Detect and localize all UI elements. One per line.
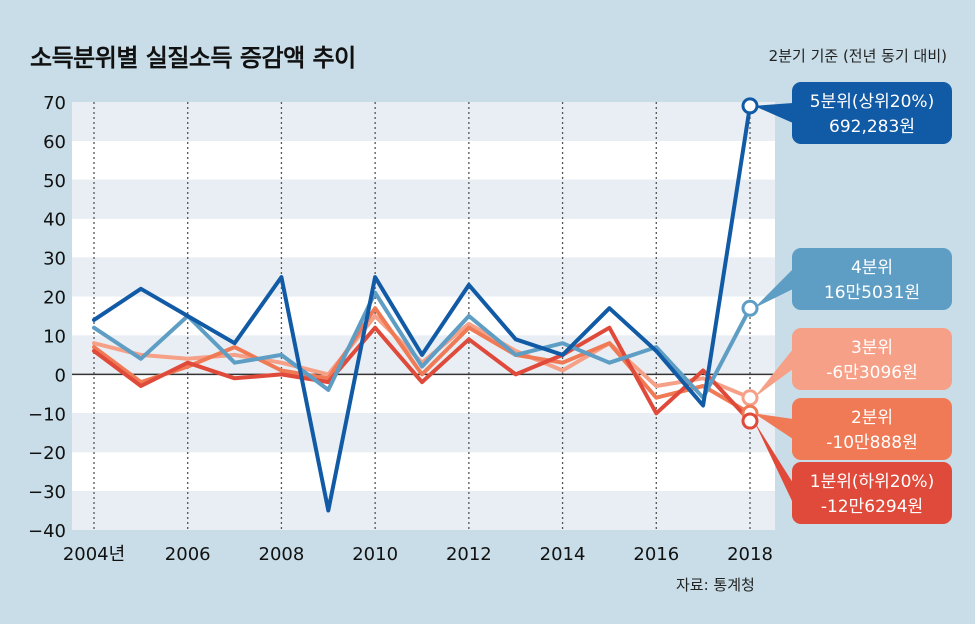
callout-pointer-q4 <box>754 269 793 309</box>
callout-label-q4: 4분위 <box>851 258 893 278</box>
y-tick-label: 60 <box>43 132 66 153</box>
callout-label-q5: 5분위(상위20%) <box>810 92 934 112</box>
series-line-q2 <box>92 306 752 416</box>
x-tick-label: 2014 <box>540 544 586 565</box>
y-tick-label: −10 <box>28 404 66 425</box>
callout-box-q4 <box>792 248 952 310</box>
grid-band <box>72 102 775 141</box>
grid-band <box>72 218 775 258</box>
chart-subtitle: 2분기 기준 (전년 동기 대비) <box>768 47 947 65</box>
x-tick-label: 2008 <box>259 544 305 565</box>
grid-band <box>72 413 775 453</box>
callout-pointer-q5 <box>754 103 793 123</box>
x-tick-label: 2010 <box>352 544 398 565</box>
callout-label-q3: -6만3096원 <box>826 363 918 383</box>
x-tick-label: 2004년 <box>63 544 125 565</box>
callout-pointer-q1 <box>754 421 793 503</box>
grid-band <box>72 140 775 180</box>
callout-box-q5 <box>792 82 952 144</box>
y-tick-label: 40 <box>43 210 66 231</box>
callout-label-q1: -12만6294원 <box>821 497 923 517</box>
chart-title: 소득분위별 실질소득 증감액 추이 <box>30 44 356 72</box>
callout-label-q4: 16만5031원 <box>824 283 920 303</box>
y-tick-label: 20 <box>43 288 66 309</box>
y-tick-label: −40 <box>28 521 66 542</box>
x-tick-label: 2006 <box>165 544 211 565</box>
grid-band <box>72 179 775 219</box>
y-tick-label: −30 <box>28 482 66 503</box>
end-marker-q3 <box>741 389 759 407</box>
callout-label-q5: 692,283원 <box>829 117 915 137</box>
grid-band <box>72 257 775 297</box>
y-tick-label: 70 <box>43 93 66 114</box>
series-line-q4 <box>92 290 752 400</box>
grid-band <box>72 452 775 492</box>
y-tick-label: 50 <box>43 171 66 192</box>
series-line-q1 <box>92 325 752 424</box>
callout-pointer-q3 <box>754 349 793 398</box>
callout-label-q2: 2분위 <box>851 408 893 428</box>
x-tick-label: 2016 <box>633 544 679 565</box>
y-tick-label: 10 <box>43 326 66 347</box>
end-marker-q5 <box>741 97 759 115</box>
x-tick-label: 2012 <box>446 544 492 565</box>
grid-band <box>72 491 775 530</box>
y-tick-label: −20 <box>28 443 66 464</box>
callout-box-q2 <box>792 398 952 460</box>
source-note: 자료: 통계청 <box>676 576 755 594</box>
end-marker-q4 <box>741 299 759 317</box>
series-line-q3 <box>92 314 752 400</box>
callout-label-q1: 1분위(하위20%) <box>810 472 934 492</box>
y-tick-label: 30 <box>43 249 66 270</box>
series-line-q5 <box>92 103 752 513</box>
callout-pointer-q2 <box>754 413 793 439</box>
end-marker-q1 <box>741 412 759 430</box>
grid-band <box>72 296 775 336</box>
y-tick-label: 0 <box>55 365 66 386</box>
callout-box-q3 <box>792 328 952 390</box>
callout-label-q3: 3분위 <box>851 338 893 358</box>
x-tick-label: 2018 <box>727 544 773 565</box>
callout-box-q1 <box>792 462 952 524</box>
callout-label-q2: -10만888원 <box>826 433 918 453</box>
